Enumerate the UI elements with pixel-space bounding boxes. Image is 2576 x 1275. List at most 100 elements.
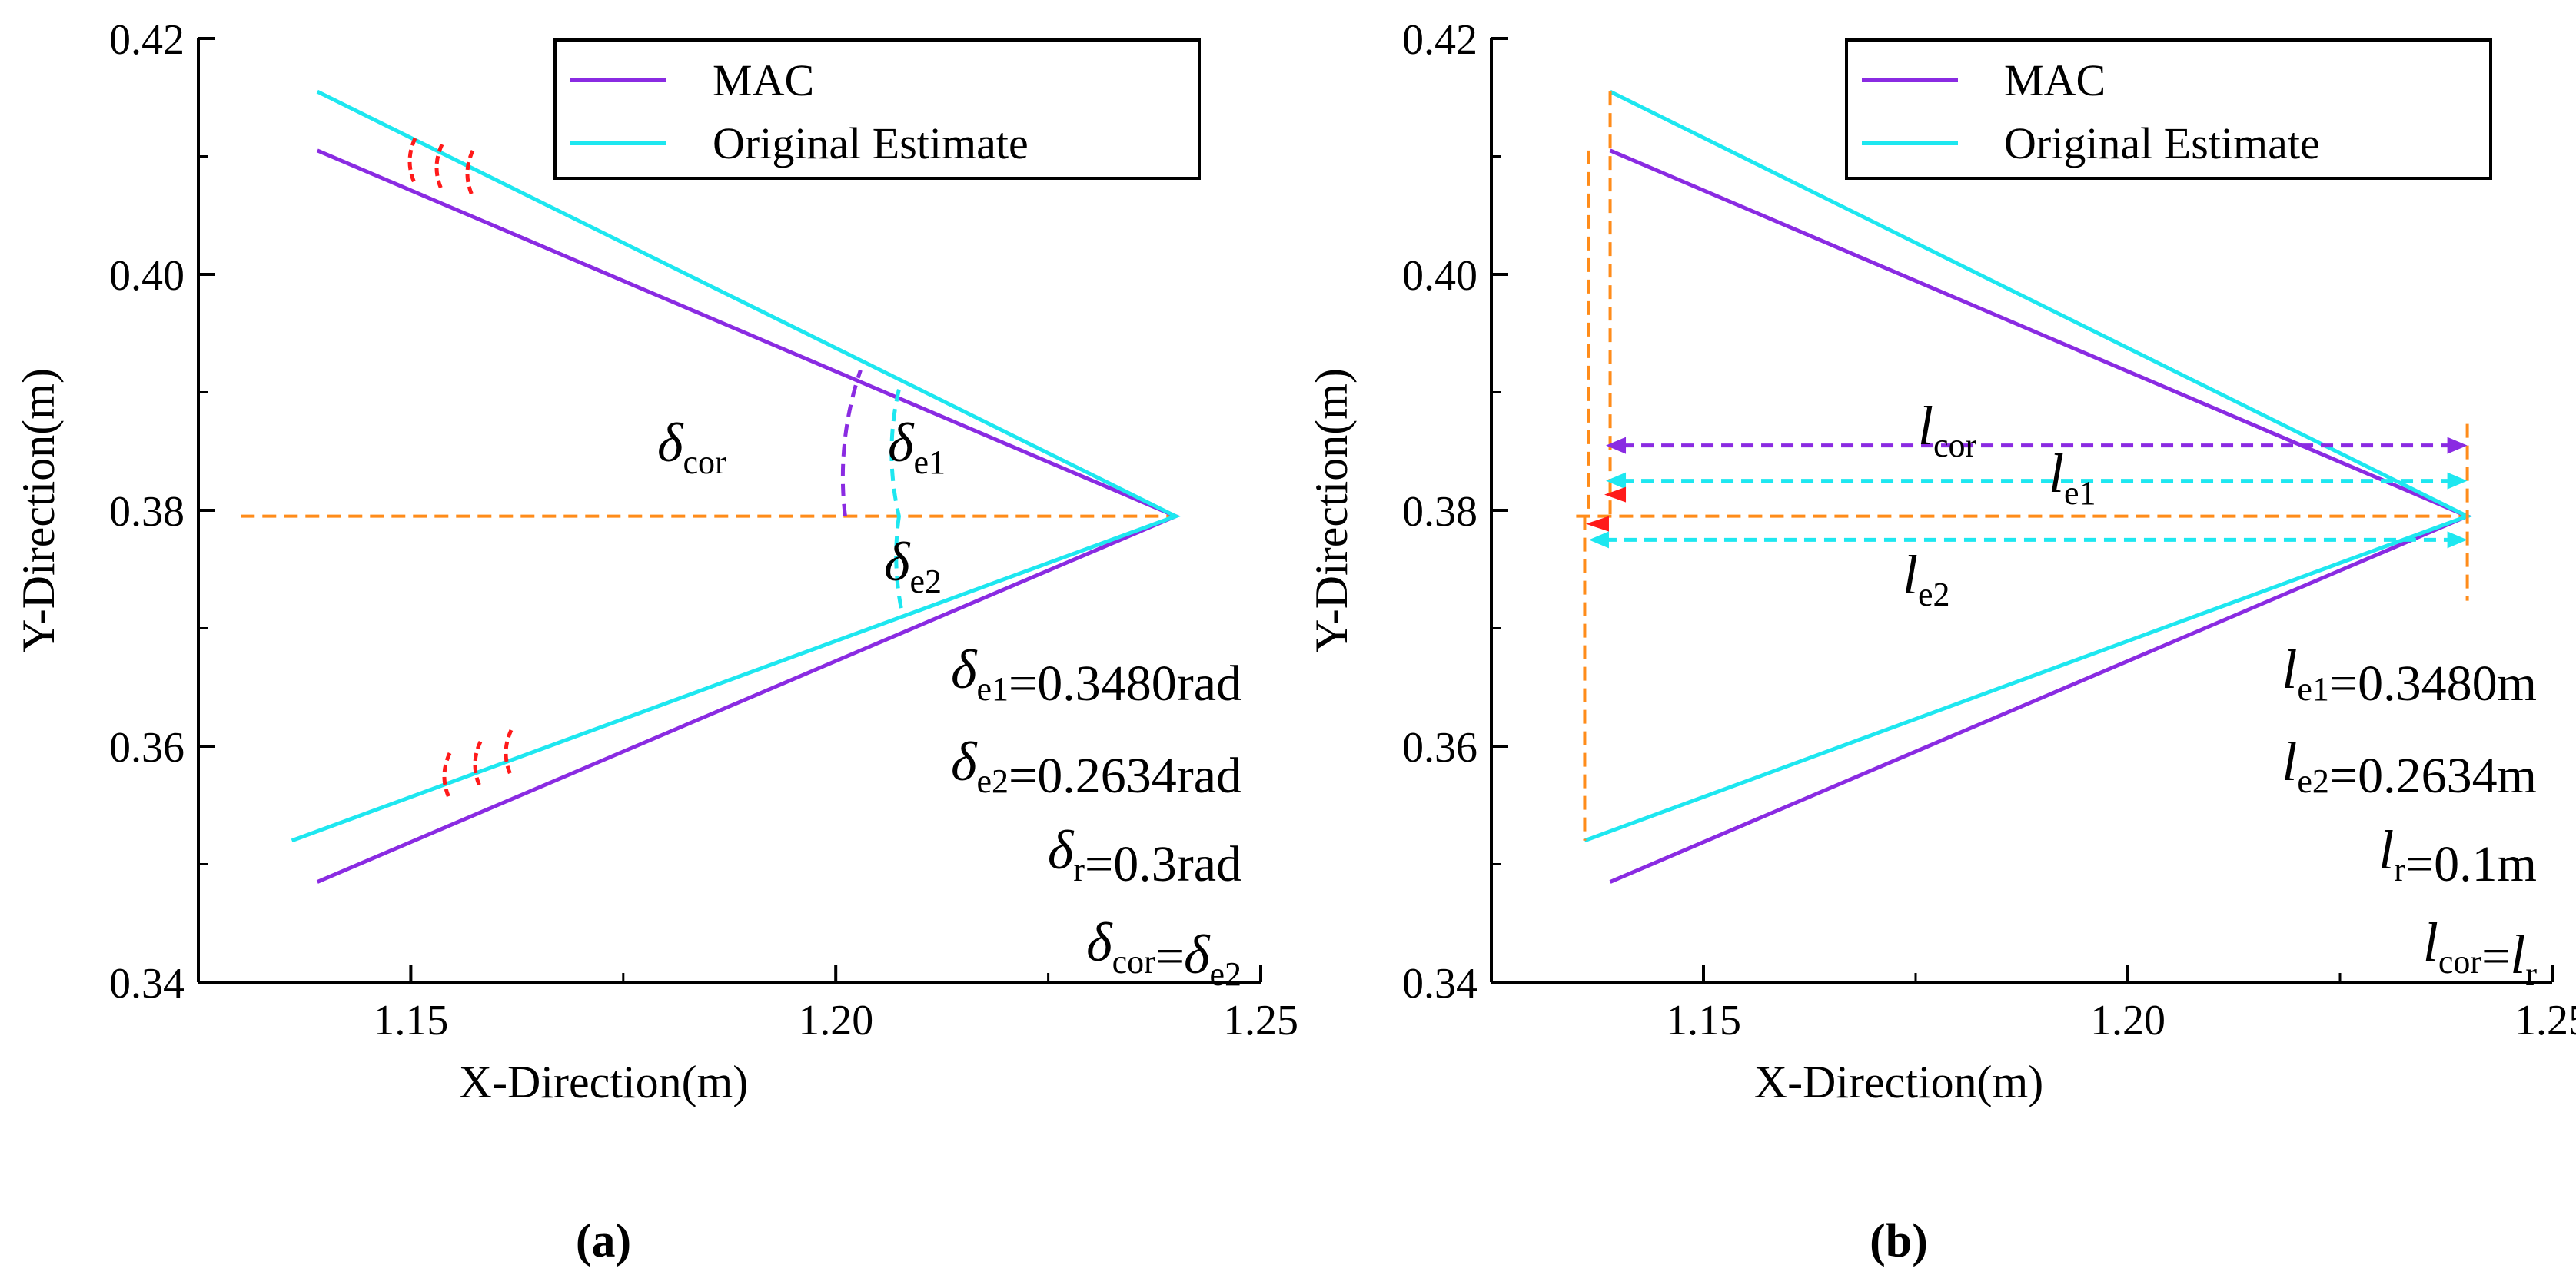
legend-box: [1845, 38, 2492, 180]
annotation-3: lr=0.1m: [2378, 819, 2537, 892]
symbol: l: [2049, 443, 2064, 504]
y-tick-label: 0.34: [1402, 960, 1477, 1008]
length-label-e1: le1: [2049, 443, 2096, 512]
length-label-cor: lcor: [1918, 395, 1977, 464]
y-tick-label: 0.42: [1402, 16, 1477, 64]
x-tick-label: 1.15: [1666, 997, 1741, 1044]
x-tick-label: 1.25: [2515, 997, 2576, 1044]
y-axis-title: Y-Direction(m): [1306, 368, 1357, 652]
x-tick-label: 1.20: [798, 997, 873, 1044]
y-axis-title: Y-Direction(m): [13, 368, 64, 652]
red-marker-upper: [1604, 486, 1627, 503]
y-tick-label: 0.38: [1402, 488, 1477, 536]
annotation-3: δr=0.3rad: [1048, 819, 1241, 892]
annotation-value: =0.2634m: [2329, 748, 2537, 804]
annotation-value: =: [1155, 928, 1184, 984]
subscript: e1: [2297, 670, 2329, 708]
y-tick-label: 0.36: [1402, 724, 1477, 772]
annotation-4: δcor=δe2: [1086, 911, 1241, 993]
x-tick-label: 1.25: [1223, 997, 1298, 1044]
x-axis-title: X-Direction(m): [1754, 1057, 2044, 1107]
annotation-1: le1=0.3480m: [2282, 639, 2537, 712]
subscript: r: [2394, 851, 2405, 888]
subscript: cor: [683, 443, 726, 481]
symbol: l: [2423, 911, 2438, 973]
annotation-4: lcor=lr: [2423, 911, 2537, 993]
red-marker-lower: [1585, 516, 1609, 532]
legend: MAC Original Estimate: [553, 38, 1201, 180]
symbol: δ: [951, 731, 978, 792]
dimension-arrow-cor-head-right: [2447, 437, 2468, 454]
subscript: r: [2525, 955, 2537, 993]
annotation-2: δe2=0.2634rad: [951, 731, 1241, 804]
subscript: e1: [2064, 474, 2096, 512]
x-tick-label: 1.20: [2090, 997, 2166, 1044]
subscript: cor: [1933, 427, 1977, 464]
subscript: e2: [976, 762, 1009, 800]
chart-panel-a: 0.34 0.36 0.38 0.40 0.42 1.15 1.20 1.25 X-Direct…: [13, 16, 1298, 1267]
panel-label: (b): [1870, 1215, 1928, 1267]
dimension-arrow-e2-head-left: [1588, 531, 1609, 549]
chart-panel-b: 0.34 0.36 0.38 0.40 0.42 1.15 1.20 1.25 X-Direct…: [1306, 16, 2576, 1267]
symbol: l: [1903, 544, 1918, 606]
angle-arc-e1: [889, 389, 901, 517]
subscript: cor: [1112, 943, 1156, 981]
annotation-value: =0.1m: [2405, 836, 2537, 892]
annotation-value: =0.2634rad: [1009, 748, 1241, 804]
y-tick-label: 0.36: [109, 724, 184, 772]
legend: MAC Original Estimate: [1845, 38, 2492, 180]
symbol: l: [2378, 819, 2394, 881]
dimension-arrow-cor-head-left: [1606, 437, 1627, 454]
red-marker-upper: [434, 143, 444, 192]
annotation-value: =0.3480rad: [1009, 656, 1241, 712]
annotation-2: le2=0.2634m: [2282, 731, 2537, 804]
x-axis-title: X-Direction(m): [459, 1057, 749, 1107]
annotation-value: =0.3480m: [2329, 656, 2537, 712]
legend-label-original-estimate: Original Estimate: [713, 118, 1029, 168]
subscript: r: [1073, 851, 1085, 888]
x-tick-label: 1.15: [373, 997, 448, 1044]
subscript: e2: [1918, 576, 1950, 613]
panel-label-text: (b): [1870, 1215, 1928, 1267]
angle-label-cor: δcor: [657, 412, 726, 481]
red-marker-upper: [407, 137, 417, 186]
y-tick-label: 0.34: [109, 960, 184, 1008]
legend-label-mac: MAC: [2004, 55, 2106, 105]
annotation-value: =0.3rad: [1085, 836, 1241, 892]
angle-label-e1: δe1: [888, 412, 946, 481]
series-line-original-estimate: [1584, 89, 2472, 843]
subscript: e2: [2297, 762, 2329, 800]
angle-label-e2: δe2: [884, 531, 942, 600]
length-label-e2: le2: [1903, 544, 1950, 613]
y-tick-label: 0.40: [1402, 252, 1477, 300]
red-marker-lower: [442, 752, 452, 801]
angle-arc-cor: [840, 369, 863, 516]
dimension-arrow-e2-head-right: [2447, 531, 2468, 549]
symbol: δ: [1184, 924, 1211, 985]
annotation-1: δe1=0.3480rad: [951, 639, 1241, 712]
series-line-original-estimate: [291, 89, 1181, 843]
panel-label: (a): [576, 1215, 631, 1267]
panel-label-text: (a): [576, 1215, 631, 1267]
y-tick-label: 0.40: [109, 252, 184, 300]
symbol: l: [2510, 924, 2525, 985]
red-marker-lower: [504, 729, 514, 778]
legend-label-mac: MAC: [713, 55, 814, 105]
symbol: l: [2282, 639, 2297, 700]
symbol: δ: [888, 412, 915, 473]
symbol: l: [2282, 731, 2297, 792]
dimension-arrow-e1-head-left: [1606, 472, 1627, 490]
subscript: e1: [976, 670, 1009, 708]
subscript: e1: [913, 443, 946, 481]
legend-box: [553, 38, 1201, 180]
dimension-arrow-e1-head-right: [2447, 472, 2468, 490]
subscript: cor: [2438, 943, 2482, 981]
red-marker-upper: [465, 149, 475, 198]
angle-arc-e2: [894, 516, 905, 617]
symbol: δ: [884, 531, 911, 593]
subscript: e2: [909, 563, 942, 600]
annotation-value: =: [2481, 928, 2510, 984]
y-tick-label: 0.38: [109, 488, 184, 536]
legend-label-original-estimate: Original Estimate: [2004, 118, 2320, 168]
symbol: δ: [1086, 911, 1113, 973]
